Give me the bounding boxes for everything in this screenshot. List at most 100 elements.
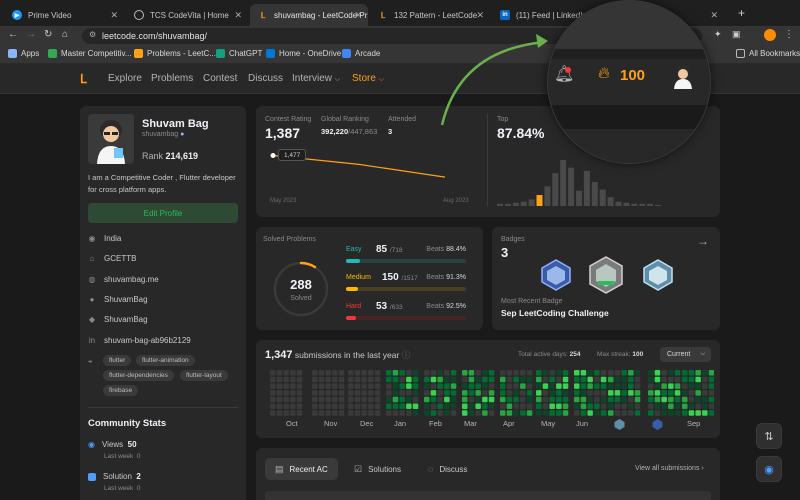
bookmark-master-competitive[interactable]: Master Competitiv... — [48, 49, 132, 58]
arrow-right-icon[interactable]: → — [697, 234, 709, 248]
heatmap-cell — [437, 383, 443, 389]
twitter[interactable]: ◆ ShuvamBag — [88, 315, 148, 324]
heatmap-cell — [634, 390, 641, 396]
close-icon[interactable]: ✕ — [234, 9, 242, 20]
bookmark-problems-leetcode[interactable]: Problems - LeetC... — [134, 49, 216, 58]
magnified-header-zoom: 🔔︎ 🔥︎ 100 — [547, 0, 711, 164]
menu-icon[interactable]: ⋮ — [784, 29, 794, 40]
all-bookmarks[interactable]: All Bookmarks — [736, 49, 800, 58]
badge-icon[interactable] — [640, 258, 676, 292]
github-icon: ● — [89, 295, 95, 304]
sidebar-icon[interactable]: ▣ — [732, 29, 741, 39]
home-icon[interactable]: ⌂ — [62, 29, 69, 40]
website[interactable]: ◍ shuvambag.me — [88, 275, 159, 284]
avatar[interactable] — [672, 63, 694, 89]
heatmap-cell — [444, 383, 450, 389]
solved-progress-ring — [273, 261, 329, 317]
new-tab-plus-icon[interactable]: + — [738, 6, 746, 20]
badge-icon — [614, 419, 625, 430]
close-icon[interactable]: ✕ — [110, 9, 118, 20]
site-info-icon[interactable]: ⚙ — [89, 30, 97, 39]
skill-tag[interactable]: flutter — [103, 355, 132, 366]
tab-discuss[interactable]: ◌ Discuss — [418, 458, 477, 480]
bell-icon[interactable]: 🔔︎ — [554, 66, 575, 83]
progress-fill — [346, 316, 357, 320]
nav-problems[interactable]: Problems — [151, 73, 194, 84]
info-icon[interactable]: ⓘ — [401, 350, 411, 360]
reload-icon[interactable]: ↻ — [44, 29, 53, 40]
extensions-icon[interactable]: ✦ — [714, 29, 722, 39]
histogram-bar — [520, 201, 527, 206]
nav-contest[interactable]: Contest — [203, 73, 238, 84]
x-tick-start: May 2023 — [270, 198, 297, 204]
top-label: Top — [497, 116, 509, 123]
badge-icon[interactable] — [586, 255, 626, 295]
contest-rating-label: Contest Rating — [265, 116, 312, 123]
location-pin-icon: ◉ — [88, 234, 96, 243]
heatmap-cell — [600, 396, 607, 403]
nav-explore[interactable]: Explore — [108, 73, 142, 84]
heatmap-cell — [500, 403, 506, 409]
rating-point[interactable] — [270, 153, 276, 159]
heatmap-cell — [621, 403, 627, 409]
github[interactable]: ● ShuvamBag — [88, 295, 148, 304]
back-icon[interactable]: ← — [8, 29, 18, 40]
bookmark-onedrive[interactable]: Home - OneDrive — [266, 49, 341, 58]
nav-discuss[interactable]: Discuss — [248, 73, 284, 84]
tab-codevita[interactable]: TCS CodeVita | Home ✕ — [126, 4, 248, 26]
heatmap-cell — [600, 403, 607, 409]
progress-track — [346, 259, 466, 263]
heatmap-cell — [399, 410, 405, 416]
year-select[interactable]: Current ⌵ — [660, 347, 711, 362]
tab-leetcode-profile[interactable]: ᒪ shuvambag - LeetCode Pr ✕ — [250, 4, 368, 26]
avatar[interactable] — [88, 114, 134, 164]
skill-tag[interactable]: flutter-dependencies — [103, 370, 174, 381]
heatmap-cell — [621, 396, 627, 403]
heatmap-cell — [628, 383, 634, 389]
leetcode-logo-icon[interactable]: ᒪ — [80, 72, 87, 86]
badge-icon[interactable] — [538, 258, 574, 292]
translate-icon[interactable]: ⇅ — [756, 423, 782, 449]
chat-bubble-icon[interactable]: ◉ — [756, 456, 782, 482]
skill-tag[interactable]: flutter-animation — [136, 355, 195, 366]
url-bar[interactable]: ⚙ leetcode.com/shuvambag/ — [82, 28, 702, 44]
school-text: GCETTB — [104, 254, 137, 263]
histogram-bar — [647, 203, 654, 206]
close-icon[interactable]: ✕ — [710, 9, 718, 20]
folder-icon — [736, 49, 745, 58]
heatmap-cell — [702, 370, 708, 376]
tab-recent-ac[interactable]: ▤ Recent AC — [265, 458, 338, 480]
nav-store[interactable]: Store ⌵ — [352, 73, 384, 84]
close-icon[interactable]: ✕ — [476, 9, 484, 20]
close-icon[interactable]: ✕ — [354, 9, 362, 20]
profile-avatar[interactable] — [764, 29, 776, 41]
heatmap-cell — [276, 403, 283, 409]
solved-problems-title: Solved Problems — [263, 236, 316, 243]
heatmap-cell — [361, 376, 367, 383]
view-all-submissions-link[interactable]: View all submissions › — [635, 465, 704, 472]
skill-tag[interactable]: firebase — [103, 385, 139, 396]
tab-solutions[interactable]: ☑ Solutions — [344, 458, 411, 480]
tab-132-pattern[interactable]: ᒪ 132 Pattern - LeetCode ✕ — [370, 4, 490, 26]
nav-interview[interactable]: Interview ⌵ — [292, 73, 340, 84]
heatmap-cell — [614, 370, 621, 376]
forward-icon[interactable]: → — [26, 29, 36, 40]
linkedin[interactable]: in shuvam-bag-ab96b2129 — [88, 336, 191, 345]
heatmap-cell — [374, 370, 381, 376]
bookmark-apps[interactable]: Apps — [8, 49, 39, 58]
tab-prime-video[interactable]: ▶ Prime Video ✕ — [4, 4, 124, 26]
fire-streak-icon[interactable]: 🔥︎ — [598, 65, 610, 82]
heatmap-cell — [386, 410, 392, 416]
heatmap-cell — [661, 410, 667, 416]
heatmap-cell — [290, 396, 296, 403]
bookmark-chatgpt[interactable]: ChatGPT — [216, 49, 262, 58]
bookmark-arcade[interactable]: Arcade — [342, 49, 380, 58]
heatmap-cell — [594, 410, 600, 416]
beats-text: Beats 91.3% — [426, 274, 466, 281]
heatmap-cell — [634, 410, 641, 416]
edit-profile-button[interactable]: Edit Profile — [88, 203, 238, 223]
histogram-bar — [655, 204, 661, 206]
skill-tag[interactable]: flutter-layout — [180, 370, 228, 381]
heatmap-cell — [270, 396, 276, 403]
twitter-icon: ◆ — [88, 315, 96, 324]
